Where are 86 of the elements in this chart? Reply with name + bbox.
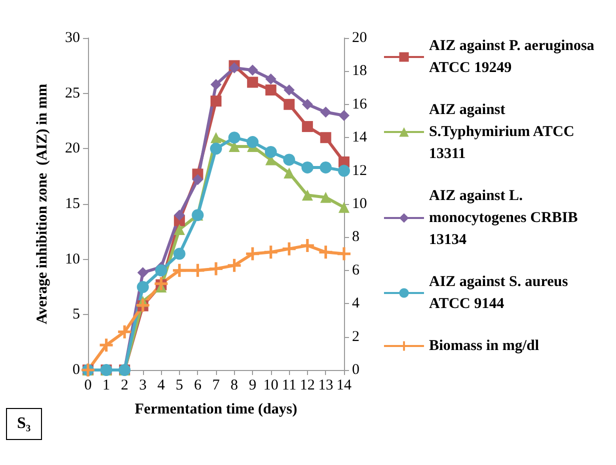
y-axis-title: Average inhibition zone (AIZ) in mm [34,83,50,324]
x-tick-label: 6 [194,378,202,394]
point [300,239,314,252]
x-tick-label: 1 [102,378,110,394]
point [265,73,276,84]
point [301,161,314,174]
point [136,281,149,293]
y2-tick-label: 16 [352,96,368,112]
y2-tick-label: 6 [352,262,360,278]
point [338,164,350,177]
point [210,78,222,90]
point [264,146,277,158]
legend-label: AIZ against L. monocytogenes CRBIB 13134 [429,188,582,248]
point [246,247,260,260]
point [338,202,350,213]
y2-tick-label: 8 [352,229,360,246]
y2-tick-label: 2 [352,328,360,345]
y2-tick-label: 4 [352,296,360,312]
point [172,264,186,277]
x-tick-label: 11 [282,378,296,394]
point [210,96,222,107]
x-tick-label: 7 [212,378,220,394]
x-tick-label: 14 [336,378,352,394]
point [247,76,258,88]
y2-tick-label: 12 [352,162,367,179]
point [320,161,332,174]
point [228,132,240,144]
point [155,264,168,276]
point [174,210,185,221]
point [283,154,296,166]
point [302,121,313,132]
y-tick-label: 10 [65,251,80,268]
point [320,192,332,203]
point [192,174,204,186]
point [284,98,295,110]
x-tick-label: 9 [248,378,256,394]
point [284,84,295,96]
point [264,246,278,259]
x-tick-label: 8 [230,378,238,394]
x-tick-label: 0 [84,378,92,394]
y2-tick-label: 14 [352,130,368,146]
legend-label: AIZ against S.Typhymirium ATCC 13311 [429,102,578,162]
point [265,84,276,96]
x-tick-label: 2 [120,378,128,394]
point [338,110,350,121]
y2-tick-label: 10 [352,196,367,212]
y-tick-label: 30 [65,30,80,46]
point [100,338,113,352]
y-tick-label: 20 [65,140,80,157]
point [284,168,295,179]
point [302,190,313,201]
point [302,98,313,110]
point [282,242,296,256]
point [320,132,332,144]
point [247,64,258,76]
point [174,224,185,235]
legend-label: AIZ against S. aureus ATCC 9144 [429,274,572,312]
legend-label: AIZ against P. aeruginosa ATCC 19249 [429,38,598,76]
point [246,136,259,148]
point [319,246,332,259]
x-tick-label: 4 [157,378,166,394]
x-tick-label: 13 [318,378,334,394]
legend-label: Biomass in mg/dl [429,338,540,354]
point [338,247,350,260]
y2-tick-label: 20 [352,30,367,46]
y-tick-label: 15 [65,196,80,212]
text: S₃ [6,408,42,440]
point [228,258,241,272]
x-tick-label: 3 [139,378,147,394]
point [210,132,222,144]
point [320,106,332,118]
point [118,325,132,338]
y-tick-label: 5 [72,306,80,323]
y-tick-label: 0 [72,362,80,378]
point [210,142,222,155]
point [191,264,204,277]
x-tick-label: 5 [176,378,184,394]
x-axis-title: Fermentation time (days) [134,402,298,418]
point [173,248,186,260]
point [210,262,222,276]
x-tick-label: 12 [300,378,315,394]
x-tick-label: 10 [263,378,278,394]
y2-tick-label: 0 [352,362,360,378]
y-tick-label: 25 [65,85,80,102]
y2-tick-label: 18 [352,63,367,80]
point [137,267,148,278]
